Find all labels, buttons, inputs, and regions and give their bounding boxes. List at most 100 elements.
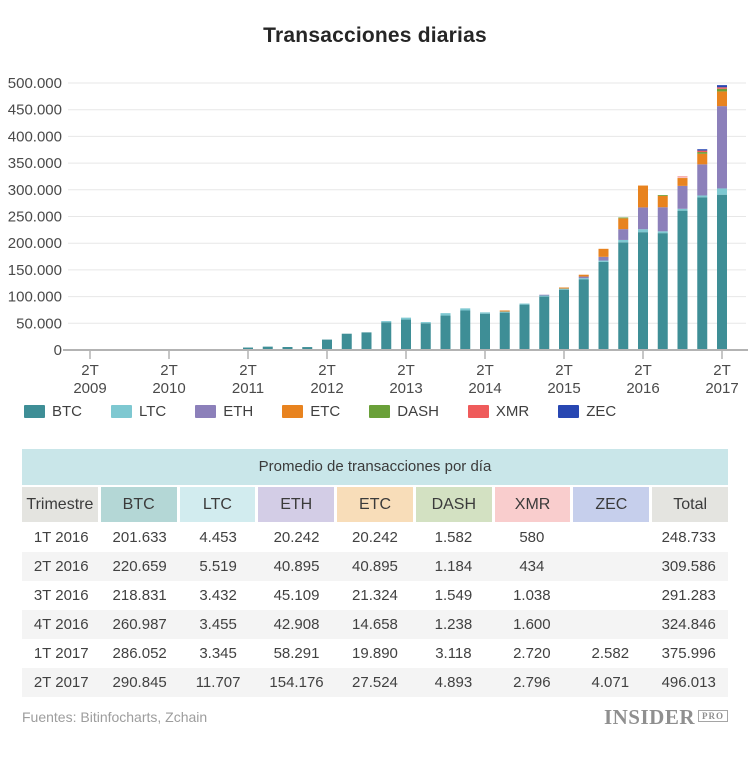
bar-segment bbox=[499, 311, 510, 313]
bar-segment bbox=[440, 315, 451, 350]
bar-segment bbox=[381, 322, 392, 350]
column-header-dash: DASH bbox=[415, 487, 492, 522]
bar-segment bbox=[559, 289, 569, 350]
column-header-zec: ZEC bbox=[573, 487, 650, 522]
bar-segment bbox=[697, 153, 708, 165]
column-header-total: Total bbox=[652, 487, 729, 522]
bar-segment bbox=[381, 321, 392, 323]
table-header-row: Trimestre BTC LTC ETH ETC DASH XMR ZEC Total bbox=[22, 487, 729, 522]
bar-segment bbox=[697, 195, 708, 198]
table-cell: 1.038 bbox=[513, 587, 551, 604]
bar-segment bbox=[618, 242, 629, 350]
bar-segment bbox=[677, 210, 688, 350]
bar-segment bbox=[578, 274, 589, 277]
table-cell: 3T 2016 bbox=[33, 587, 89, 604]
bar-segment bbox=[717, 194, 727, 350]
table-cell: 2.582 bbox=[591, 645, 630, 662]
bar-segment bbox=[618, 239, 629, 243]
bar-segment bbox=[717, 87, 727, 89]
bar-segment bbox=[480, 313, 490, 350]
bar-segment bbox=[697, 164, 708, 196]
y-axis-label: 300.000 bbox=[8, 182, 62, 199]
bar-segment bbox=[677, 208, 688, 211]
bar-segment bbox=[282, 347, 293, 350]
table-cell: 2.720 bbox=[513, 645, 551, 662]
table-cell: 2T 2016 bbox=[33, 558, 89, 575]
table-title: Promedio de transacciones por día bbox=[22, 449, 728, 485]
x-axis-label-quarter: 2T bbox=[160, 362, 178, 379]
bar-segment bbox=[657, 195, 668, 208]
table-cell: 40.895 bbox=[273, 558, 320, 575]
legend-item-zec: ZEC bbox=[558, 403, 616, 420]
table-cell: 248.733 bbox=[661, 529, 716, 546]
table-cell: 496.013 bbox=[661, 674, 716, 691]
table-cell: 4.893 bbox=[434, 674, 473, 691]
legend-label: ETH bbox=[223, 402, 254, 420]
bar-segment bbox=[697, 150, 708, 153]
table-cell: 290.845 bbox=[112, 674, 167, 691]
bar-segment bbox=[677, 178, 688, 186]
legend-item-eth: ETH bbox=[195, 403, 253, 420]
table-row: 2T 2017 290.845 11.707 154.176 27.524 4.893 2.… bbox=[22, 668, 728, 697]
y-axis-label: 200.000 bbox=[8, 235, 62, 252]
bar-segment bbox=[420, 323, 431, 350]
y-axis-label: 400.000 bbox=[8, 128, 62, 145]
bar-segment bbox=[657, 195, 668, 196]
x-axis-label-year: 2011 bbox=[232, 380, 264, 397]
bar-segment bbox=[717, 85, 727, 88]
legend-item-btc: BTC bbox=[24, 403, 82, 420]
bar-segment bbox=[598, 248, 609, 257]
table-cell: 3.118 bbox=[435, 645, 472, 662]
bar-segment bbox=[262, 346, 273, 350]
table-cell: 286.052 bbox=[112, 645, 167, 662]
table-cell: 375.996 bbox=[661, 645, 716, 662]
legend-label: BTC bbox=[52, 402, 82, 420]
legend-swatch-icon bbox=[24, 404, 45, 418]
column-header-xmr: XMR bbox=[494, 487, 571, 522]
bar-segment bbox=[677, 176, 688, 178]
table-cell: 2.796 bbox=[513, 674, 551, 691]
x-axis-label-quarter: 2T bbox=[555, 362, 573, 379]
legend-swatch-icon bbox=[282, 404, 304, 418]
legend-item-dash: DASH bbox=[369, 403, 439, 420]
legend-swatch-icon bbox=[558, 404, 580, 418]
bar-segment bbox=[460, 310, 471, 350]
transactions-table: Promedio de transacciones por día Trimes… bbox=[22, 449, 729, 697]
bar-segment bbox=[401, 317, 411, 320]
table-cell: 20.242 bbox=[273, 529, 320, 546]
table-cell: 1T 2016 bbox=[33, 529, 89, 546]
table-cell bbox=[571, 610, 649, 639]
legend-swatch-icon bbox=[467, 404, 489, 418]
column-header-eth: ETH bbox=[258, 487, 335, 522]
table-row: 2T 2016 220.659 5.519 40.895 40.895 1.184 434 3… bbox=[22, 552, 728, 581]
table-cell: 1.549 bbox=[434, 587, 473, 604]
bar-segment bbox=[618, 229, 629, 240]
legend-item-xmr: XMR bbox=[467, 403, 529, 420]
bar-segment bbox=[638, 232, 648, 350]
y-axis-label: 350.000 bbox=[8, 155, 62, 172]
table-cell: 201.633 bbox=[112, 529, 167, 546]
column-header-btc: BTC bbox=[100, 487, 177, 522]
x-axis-label-quarter: 2T bbox=[81, 362, 99, 379]
legend-label: DASH bbox=[397, 402, 439, 420]
table-cell: 14.658 bbox=[352, 616, 398, 633]
table-cell: 42.908 bbox=[273, 616, 320, 633]
bar-segment bbox=[322, 339, 332, 350]
table-row: 1T 2016 201.633 4.453 20.242 20.242 1.582 580 2… bbox=[22, 523, 728, 552]
table-cell: 1.600 bbox=[513, 616, 551, 633]
table-cell: 45.109 bbox=[273, 587, 320, 604]
table-cell: 3.455 bbox=[199, 616, 237, 633]
table-cell: 40.895 bbox=[352, 558, 398, 575]
x-axis-label-year: 2010 bbox=[152, 380, 185, 397]
bar-segment bbox=[598, 256, 609, 261]
bar-segment bbox=[341, 333, 352, 350]
table-cell: 11.707 bbox=[195, 674, 241, 691]
bar-segment bbox=[539, 294, 550, 296]
table-row: 3T 2016 218.831 3.432 45.109 21.324 1.549 1.03… bbox=[22, 581, 728, 610]
table-cell: 19.890 bbox=[352, 645, 398, 662]
bar-segment bbox=[302, 347, 313, 350]
y-axis-label: 500.000 bbox=[8, 75, 62, 92]
bar-segment bbox=[638, 207, 648, 230]
bar-segment bbox=[539, 295, 550, 297]
